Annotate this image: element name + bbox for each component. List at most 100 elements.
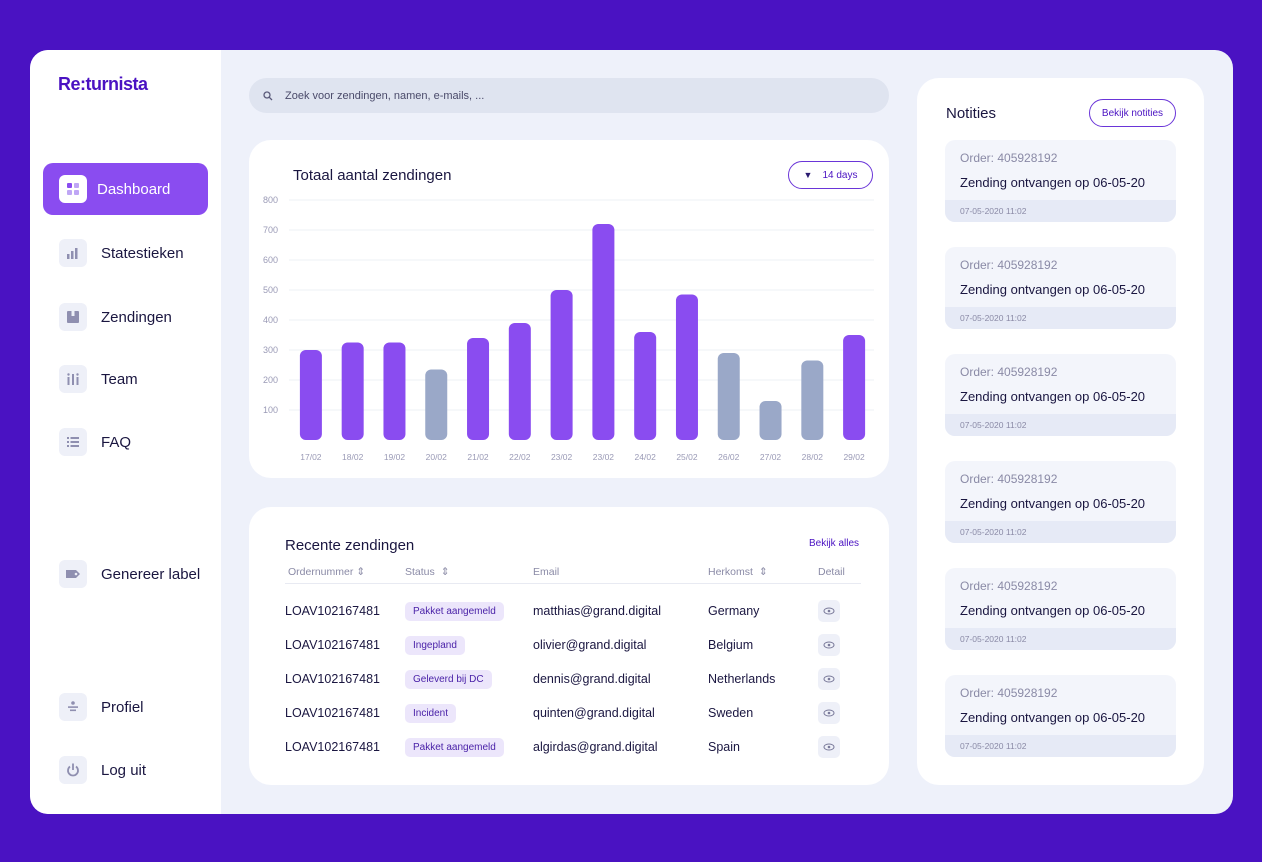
note-time: 07-05-2020 11:02 <box>945 200 1176 222</box>
eye-icon[interactable] <box>818 668 840 690</box>
range-label: 14 days <box>822 169 858 181</box>
note-item[interactable]: Order: 405928192 Zending ontvangen op 06… <box>945 354 1176 436</box>
sidebar-item-faq[interactable]: FAQ <box>43 416 208 468</box>
bar[interactable] <box>383 342 406 441</box>
dashboard-icon <box>59 175 87 203</box>
note-item[interactable]: Order: 405928192 Zending ontvangen op 06… <box>945 675 1176 757</box>
bar[interactable] <box>759 401 782 440</box>
search-bar[interactable] <box>249 78 889 113</box>
bar-chart-icon <box>59 239 87 267</box>
status-badge: Pakket aangemeld <box>405 601 504 621</box>
bar[interactable] <box>550 290 573 440</box>
package-icon <box>59 303 87 331</box>
note-order: Order: 405928192 <box>960 151 1058 165</box>
recent-shipments-card: Recente zendingen Bekijk alles Ordernumm… <box>249 507 889 785</box>
sidebar-item-dashboard[interactable]: Dashboard <box>43 163 208 215</box>
origin: Spain <box>708 740 740 754</box>
bar[interactable] <box>634 332 657 440</box>
list-icon <box>59 428 87 456</box>
note-order: Order: 405928192 <box>960 686 1058 700</box>
logo[interactable]: Re:turnista <box>58 74 148 94</box>
eye-icon[interactable] <box>818 600 840 622</box>
view-notes-button[interactable]: Bekijk notities <box>1089 99 1176 127</box>
bar[interactable] <box>675 294 698 441</box>
note-message: Zending ontvangen op 06-05-20 <box>960 710 1146 725</box>
note-item[interactable]: Order: 405928192 Zending ontvangen op 06… <box>945 140 1176 222</box>
y-tick-label: 300 <box>263 345 278 355</box>
bar[interactable] <box>843 335 866 440</box>
bar[interactable] <box>717 353 740 440</box>
sidebar-item-label: Genereer label <box>101 565 201 583</box>
sidebar-item-profiel[interactable]: Profiel <box>43 681 208 733</box>
col-herkomst[interactable]: Herkomst ⇕ <box>708 566 768 578</box>
table-row: LOAV102167481 Ingepland olivier@grand.di… <box>249 628 889 662</box>
y-tick-label: 600 <box>263 255 278 265</box>
eye-icon[interactable] <box>818 634 840 656</box>
bar[interactable] <box>592 224 615 440</box>
bar[interactable] <box>801 360 824 441</box>
eye-icon[interactable] <box>818 736 840 758</box>
status-badge: Pakket aangemeld <box>405 737 504 757</box>
sidebar-item-genereer-label[interactable]: Genereer label <box>43 548 208 600</box>
bar[interactable] <box>341 342 364 441</box>
sidebar-item-label: Log uit <box>101 761 147 779</box>
note-time: 07-05-2020 11:02 <box>945 307 1176 329</box>
note-time: 07-05-2020 11:02 <box>945 521 1176 543</box>
table-row: LOAV102167481 Incident quinten@grand.dig… <box>249 696 889 730</box>
eye-icon[interactable] <box>818 702 840 724</box>
bar[interactable] <box>425 369 448 441</box>
note-order: Order: 405928192 <box>960 579 1058 593</box>
note-item[interactable]: Order: 405928192 Zending ontvangen op 06… <box>945 247 1176 329</box>
col-label: Status <box>405 566 435 578</box>
note-item[interactable]: Order: 405928192 Zending ontvangen op 06… <box>945 461 1176 543</box>
note-time: 07-05-2020 11:02 <box>945 735 1176 757</box>
email: olivier@grand.digital <box>533 638 647 652</box>
bar[interactable] <box>467 338 490 440</box>
see-all-link[interactable]: Bekijk alles <box>809 538 860 549</box>
x-tick-label: 25/02 <box>676 452 698 462</box>
app-window: Re:turnista Dashboard Statestieken Zendi… <box>30 50 1233 814</box>
origin: Netherlands <box>708 672 776 686</box>
email: dennis@grand.digital <box>533 672 651 686</box>
x-tick-label: 17/02 <box>300 452 322 462</box>
col-label: Herkomst <box>708 566 753 578</box>
status-badge: Ingepland <box>405 635 465 655</box>
profile-icon <box>59 693 87 721</box>
note-message: Zending ontvangen op 06-05-20 <box>960 389 1146 404</box>
range-dropdown[interactable]: ▼ 14 days <box>788 161 873 189</box>
col-status[interactable]: Status ⇕ <box>405 566 449 578</box>
sidebar-item-label: Dashboard <box>97 180 171 198</box>
note-item[interactable]: Order: 405928192 Zending ontvangen op 06… <box>945 568 1176 650</box>
team-icon <box>59 365 87 393</box>
sidebar-item-log-uit[interactable]: Log uit <box>43 744 208 796</box>
y-tick-label: 800 <box>263 195 278 205</box>
note-message: Zending ontvangen op 06-05-20 <box>960 496 1146 511</box>
x-tick-label: 24/02 <box>635 452 657 462</box>
x-tick-label: 27/02 <box>760 452 782 462</box>
power-icon <box>59 756 87 784</box>
x-tick-label: 18/02 <box>342 452 364 462</box>
label-icon <box>59 560 87 588</box>
table-row: LOAV102167481 Geleverd bij DC dennis@gra… <box>249 662 889 696</box>
email: quinten@grand.digital <box>533 706 655 720</box>
note-message: Zending ontvangen op 06-05-20 <box>960 175 1146 190</box>
y-tick-label: 700 <box>263 225 278 235</box>
sidebar-item-label: FAQ <box>101 433 132 451</box>
col-email: Email <box>533 566 560 578</box>
note-message: Zending ontvangen op 06-05-20 <box>960 282 1146 297</box>
order-number: LOAV102167481 <box>285 706 380 720</box>
sidebar-item-statestieken[interactable]: Statestieken <box>43 227 208 279</box>
col-ordernummer[interactable]: Ordernummer ⇕ <box>288 566 365 578</box>
bar-chart: 100 200 300 400 500 600 700 800 17/02 18/02 19/02 2… <box>263 195 874 462</box>
y-tick-label: 200 <box>263 375 278 385</box>
origin: Sweden <box>708 706 754 720</box>
search-input[interactable] <box>285 89 845 102</box>
bar[interactable] <box>299 350 322 440</box>
status-badge: Incident <box>405 703 457 723</box>
sidebar-item-label: Zendingen <box>101 308 172 326</box>
table-row: LOAV102167481 Pakket aangemeld matthias@… <box>249 594 889 628</box>
sidebar-item-team[interactable]: Team <box>43 353 208 405</box>
sidebar-item-zendingen[interactable]: Zendingen <box>43 291 208 343</box>
bar[interactable] <box>508 323 531 440</box>
x-tick-label: 21/02 <box>467 452 489 462</box>
